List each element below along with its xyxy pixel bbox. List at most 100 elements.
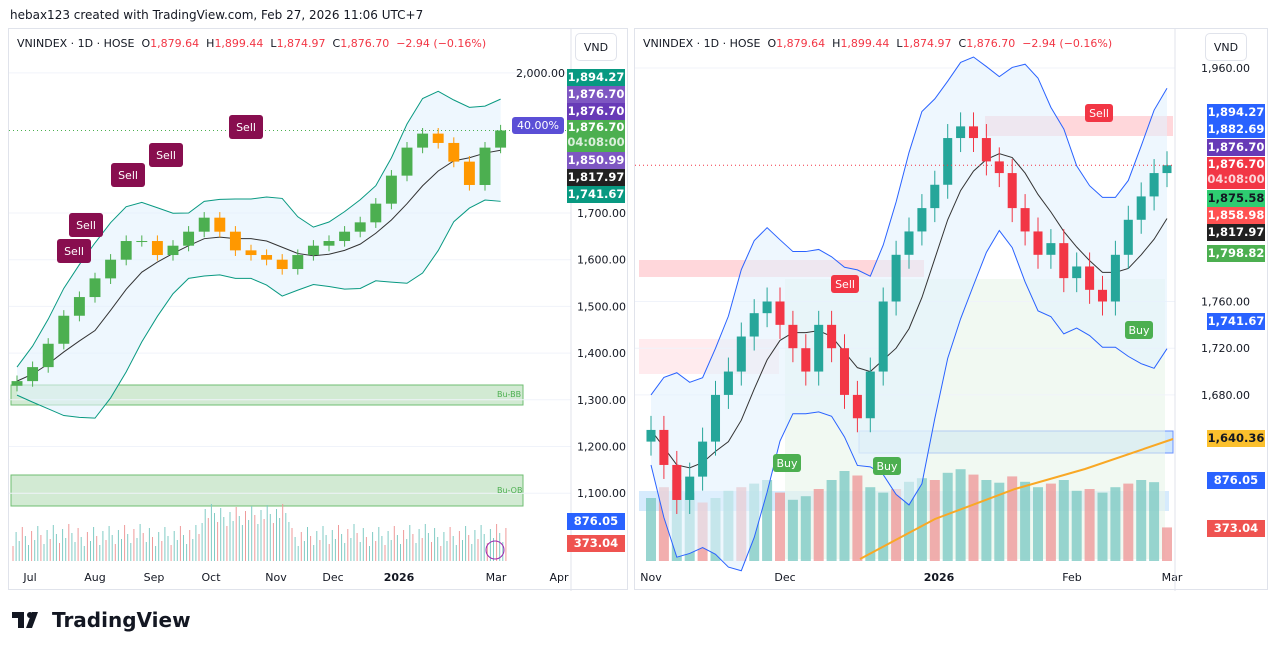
volume-bar <box>1084 489 1095 561</box>
left-chart-panel[interactable]: 2,000.00 1,700.00 1,600.00 1,500.00 1,400.00… <box>8 28 629 591</box>
price-label-value: 1,894.27 <box>1207 105 1265 119</box>
volume-bar <box>878 492 889 561</box>
volume-bar <box>891 489 902 561</box>
open-value: 1,879.64 <box>776 37 826 50</box>
price-label-value: 1,876.70 <box>1207 140 1265 154</box>
high-label: H <box>832 37 841 50</box>
candle-body <box>1097 289 1108 302</box>
left-price-label: 1,741.67 <box>567 186 625 203</box>
volume-bar <box>981 480 992 561</box>
left-price-label: 1,850.99 <box>567 152 625 169</box>
close-label: C <box>332 37 341 50</box>
candle-body <box>814 324 824 372</box>
volume-bar <box>904 481 914 561</box>
sell-signal-label: Sell <box>118 169 138 182</box>
candle-body <box>323 241 335 246</box>
signal-label: Sell <box>1089 107 1109 120</box>
high-label: H <box>206 37 215 50</box>
currency-button[interactable]: VND <box>1205 33 1247 61</box>
volume-bar <box>929 480 940 561</box>
candle-body <box>73 297 85 316</box>
volume-bar <box>942 472 953 561</box>
right-price-label: 1,876.70 04:08:00 <box>1207 157 1265 189</box>
candle-body <box>788 324 798 349</box>
volume-bar <box>1162 527 1172 561</box>
signal-marker <box>773 454 801 472</box>
volume-bar <box>1045 483 1056 561</box>
volume-bar <box>1097 492 1108 561</box>
currency-button[interactable]: VND <box>575 33 617 61</box>
tradingview-logo[interactable]: TradingView <box>12 608 191 632</box>
x-tick-label: Jul <box>22 571 36 584</box>
volume-label: 876.05 M <box>567 513 625 545</box>
volume-bar <box>658 487 669 561</box>
volume-bar <box>968 474 979 561</box>
symbol-legend: VNINDEX · 1D · HOSE O1,879.64 H1,899.44 … <box>17 37 486 50</box>
candle-body <box>1007 173 1017 209</box>
candle-body <box>710 394 721 442</box>
sell-signal-label: Sell <box>76 219 96 232</box>
zone-label: Bu-OB <box>497 486 522 495</box>
price-label-value: 1,875.58 <box>1207 191 1265 205</box>
candle-body <box>1162 165 1172 174</box>
candle-body <box>105 259 117 279</box>
candle-body <box>89 278 101 298</box>
candle-body <box>417 133 429 148</box>
right-chart-panel[interactable]: 1,960.00 1,760.00 1,720.00 1,680.00 Nov Dec 20… <box>634 28 1269 591</box>
bollinger-band-fill <box>651 57 1167 571</box>
candle-body <box>749 313 759 337</box>
sell-signal-label: Sell <box>64 245 84 258</box>
candle-body <box>659 429 669 465</box>
x-tick-label: Nov <box>265 571 287 584</box>
open-label: O <box>767 37 777 50</box>
volume-bar <box>1058 480 1069 561</box>
candle-body <box>136 241 148 243</box>
signal-marker <box>1125 321 1153 339</box>
open-label: O <box>141 37 151 50</box>
volume-bar <box>775 492 785 561</box>
zone-label: Bu-BB <box>497 390 521 399</box>
price-label-value: 1,876.70 <box>567 87 625 101</box>
close-label: C <box>958 37 967 50</box>
candle-body <box>698 441 708 477</box>
candle-body <box>276 259 288 270</box>
candle-body <box>1059 243 1069 279</box>
right-price-label: 1,876.70 <box>1207 139 1265 156</box>
volume-bar <box>994 482 1005 561</box>
volume-bar <box>916 478 927 561</box>
candle-body <box>930 184 940 209</box>
volume-bar <box>800 496 811 561</box>
volume-bar <box>865 487 876 561</box>
candle-body <box>354 222 366 232</box>
sell-signal-marker <box>57 239 91 263</box>
right-price-label: 373.04 M <box>1207 520 1265 552</box>
candle-body <box>981 138 991 162</box>
left-chart-canvas[interactable]: 2,000.00 1,700.00 1,600.00 1,500.00 1,400.00… <box>9 29 629 591</box>
right-price-label: 876.05 M <box>1207 472 1265 504</box>
right-price-label: 1,817.97 <box>1207 224 1265 241</box>
right-chart-canvas[interactable]: 1,960.00 1,760.00 1,720.00 1,680.00 Nov Dec 20… <box>635 29 1269 591</box>
candle-body <box>672 464 682 500</box>
price-label-value: 1,741.67 <box>567 187 625 201</box>
x-tick-label: 2026 <box>384 571 415 584</box>
candle-body <box>968 126 979 139</box>
candle-body <box>183 231 195 246</box>
x-tick-label: Mar <box>486 571 507 584</box>
candle-body <box>167 245 179 256</box>
candle-body <box>1085 266 1095 290</box>
signal-marker <box>1085 104 1113 122</box>
x-tick-label: Dec <box>322 571 343 584</box>
low-label: L <box>896 37 903 50</box>
price-label-value: 1,876.70 <box>567 120 625 134</box>
candle-body <box>956 126 966 139</box>
volume-bar <box>839 471 850 561</box>
y-tick-label: 1,600.00 <box>577 254 626 267</box>
candle-body <box>943 138 953 185</box>
candle-body <box>385 175 397 204</box>
change-value: −2.94 (−0.16%) <box>396 37 487 50</box>
candle-body <box>1072 266 1082 279</box>
signal-marker <box>831 275 859 293</box>
candle-body <box>463 161 475 185</box>
low-value: 1,874.97 <box>276 37 326 50</box>
moving-average <box>16 149 501 382</box>
